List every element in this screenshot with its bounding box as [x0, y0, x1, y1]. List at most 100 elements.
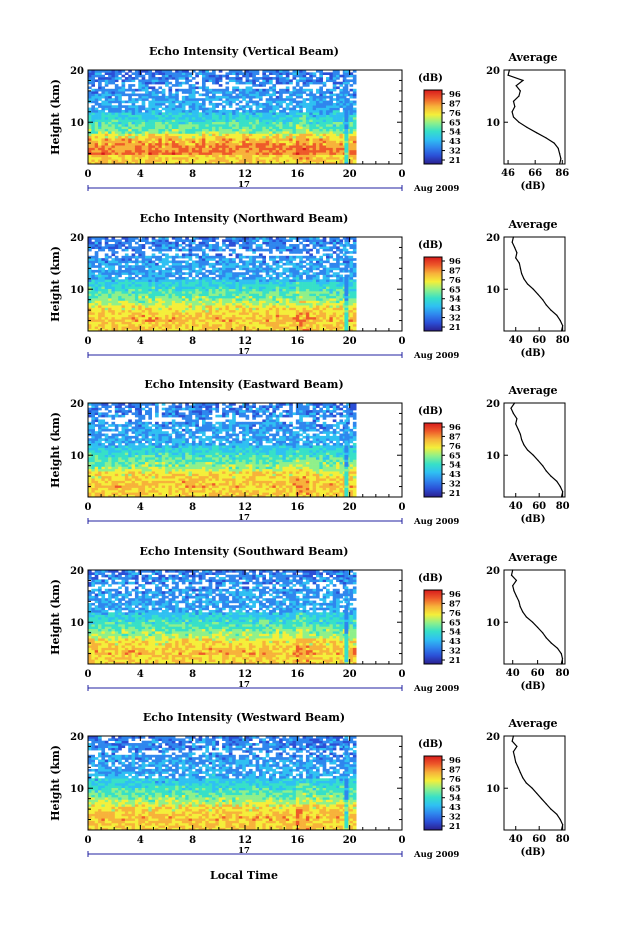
heatmap-cell	[305, 314, 310, 318]
heatmap-cell	[91, 284, 95, 287]
heatmap-cell	[339, 74, 344, 78]
heatmap-cell	[94, 161, 99, 165]
heatmap-cell	[222, 328, 226, 332]
heatmap-cell	[108, 288, 112, 292]
heatmap-cell	[124, 305, 129, 308]
heatmap-cell	[289, 152, 293, 155]
profile-line	[507, 69, 562, 165]
heatmap-cell	[336, 74, 340, 78]
heatmap-cell	[131, 114, 136, 118]
heatmap-cell	[205, 86, 209, 90]
heatmap-cell	[161, 323, 166, 327]
heatmap-cell	[148, 309, 152, 313]
heatmap-cell	[269, 295, 273, 299]
heatmap-cell	[178, 305, 183, 308]
profile-frame	[503, 69, 566, 165]
heatmap-cell	[161, 88, 166, 92]
heatmap-cell	[161, 140, 166, 144]
heatmap-cell	[282, 112, 287, 115]
heatmap-cell	[228, 281, 233, 285]
heatmap-cell	[165, 105, 169, 108]
heatmap-cell	[144, 91, 149, 94]
heatmap-cell	[336, 138, 340, 141]
heatmap-cell	[108, 93, 112, 97]
heatmap-cell	[104, 321, 109, 325]
heatmap-cell	[269, 102, 273, 106]
colorbar-tick-label: 76	[449, 109, 461, 119]
heatmap-cell	[118, 326, 122, 329]
heatmap-cell	[195, 319, 199, 322]
heatmap-cell	[218, 154, 223, 158]
heatmap-cell	[88, 70, 92, 73]
heatmap-cell	[111, 288, 116, 292]
heatmap-cell	[201, 128, 206, 132]
heatmap-cell	[319, 138, 323, 141]
heatmap-cell	[158, 124, 163, 127]
heatmap-cell	[121, 124, 126, 127]
heatmap-cell	[195, 328, 199, 332]
heatmap-cell	[349, 314, 354, 318]
heatmap-cell	[218, 323, 223, 327]
heatmap-cell	[218, 140, 223, 144]
heatmap-cell	[269, 117, 273, 120]
heatmap-cell	[242, 119, 246, 122]
heatmap-cell	[198, 293, 203, 297]
heatmap-cell	[208, 293, 213, 297]
heatmap-cell	[195, 300, 199, 304]
heatmap-cell	[108, 281, 112, 285]
heatmap-cell	[185, 312, 189, 315]
heatmap-cell	[111, 74, 116, 78]
heatmap-cell	[272, 91, 277, 94]
heatmap-cell	[248, 302, 253, 306]
heatmap-cell	[235, 316, 240, 320]
heatmap-cell	[305, 77, 310, 80]
heatmap-cell	[88, 291, 92, 294]
heatmap-cell	[141, 81, 146, 85]
heatmap-cell	[235, 302, 240, 306]
heatmap-cell	[208, 107, 213, 111]
heatmap-cell	[315, 276, 320, 280]
heatmap-cell	[248, 105, 253, 108]
heatmap-cell	[185, 279, 189, 282]
heatmap-cell	[104, 314, 109, 318]
heatmap-cell	[144, 84, 149, 87]
heatmap-cell	[245, 309, 250, 313]
heatmap-cell	[171, 321, 176, 325]
heatmap-cell	[235, 307, 240, 311]
heatmap-cell	[319, 100, 323, 104]
heatmap-cell	[262, 107, 266, 111]
heatmap-cell	[258, 288, 263, 292]
heatmap-cell	[181, 100, 186, 104]
heatmap-cell	[282, 295, 287, 299]
heatmap-cell	[215, 77, 220, 80]
heatmap-cell	[245, 102, 250, 106]
heatmap-cell	[148, 302, 152, 306]
heatmap-cell	[252, 74, 256, 78]
heatmap-cell	[161, 126, 166, 130]
heatmap-cell	[232, 135, 236, 139]
heatmap-cell	[329, 105, 334, 108]
heatmap-cell	[336, 105, 340, 108]
heatmap-cell	[178, 159, 183, 162]
heatmap-cell	[175, 159, 179, 162]
heatmap-cell	[134, 135, 139, 139]
heatmap-cell	[232, 138, 236, 141]
heatmap-cell	[165, 156, 169, 160]
heatmap-cell	[339, 119, 344, 122]
heatmap-cell	[339, 121, 344, 125]
heatmap-cell	[312, 291, 317, 294]
heatmap-cell	[248, 152, 253, 155]
heatmap-cell	[344, 124, 349, 127]
heatmap-cell	[322, 121, 327, 125]
heatmap-cell	[344, 100, 349, 104]
heatmap-cell	[98, 316, 102, 320]
heatmap-cell	[201, 72, 206, 75]
heatmap-cell	[138, 124, 142, 127]
heatmap-cell	[272, 124, 277, 127]
heatmap-cell	[302, 284, 307, 287]
heatmap-cell	[141, 295, 146, 299]
heatmap-cell	[178, 314, 183, 318]
heatmap-cell	[292, 312, 297, 315]
heatmap-cell	[161, 145, 166, 148]
heatmap-cell	[232, 159, 236, 162]
